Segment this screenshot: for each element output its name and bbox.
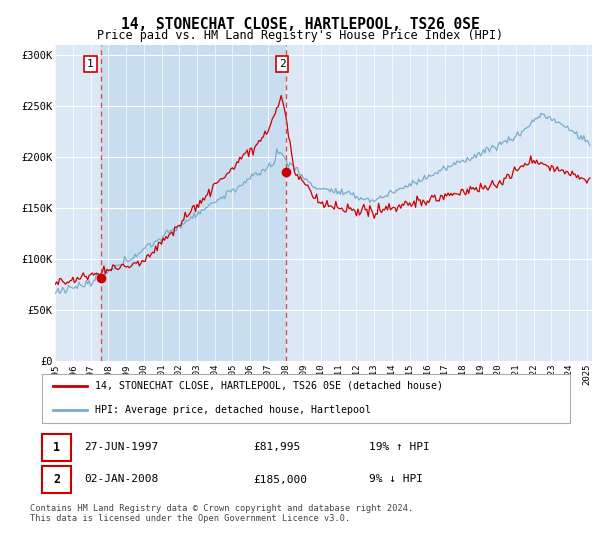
Text: 02-JAN-2008: 02-JAN-2008: [84, 474, 158, 484]
Text: HPI: Average price, detached house, Hartlepool: HPI: Average price, detached house, Hart…: [95, 405, 371, 416]
Text: 19% ↑ HPI: 19% ↑ HPI: [370, 442, 430, 452]
Text: 27-JUN-1997: 27-JUN-1997: [84, 442, 158, 452]
Text: 1: 1: [87, 59, 94, 69]
Text: £185,000: £185,000: [253, 474, 307, 484]
Text: Contains HM Land Registry data © Crown copyright and database right 2024.
This d: Contains HM Land Registry data © Crown c…: [30, 504, 413, 524]
Text: 2: 2: [278, 59, 286, 69]
Text: 14, STONECHAT CLOSE, HARTLEPOOL, TS26 0SE: 14, STONECHAT CLOSE, HARTLEPOOL, TS26 0S…: [121, 17, 479, 32]
Text: 14, STONECHAT CLOSE, HARTLEPOOL, TS26 0SE (detached house): 14, STONECHAT CLOSE, HARTLEPOOL, TS26 0S…: [95, 381, 443, 391]
Text: 9% ↓ HPI: 9% ↓ HPI: [370, 474, 424, 484]
Text: Price paid vs. HM Land Registry's House Price Index (HPI): Price paid vs. HM Land Registry's House …: [97, 29, 503, 42]
Bar: [42, 434, 71, 461]
Bar: [42, 466, 71, 493]
Text: 1: 1: [53, 441, 61, 454]
Text: £81,995: £81,995: [253, 442, 301, 452]
Text: 2: 2: [53, 473, 61, 486]
Bar: [101, 45, 286, 361]
